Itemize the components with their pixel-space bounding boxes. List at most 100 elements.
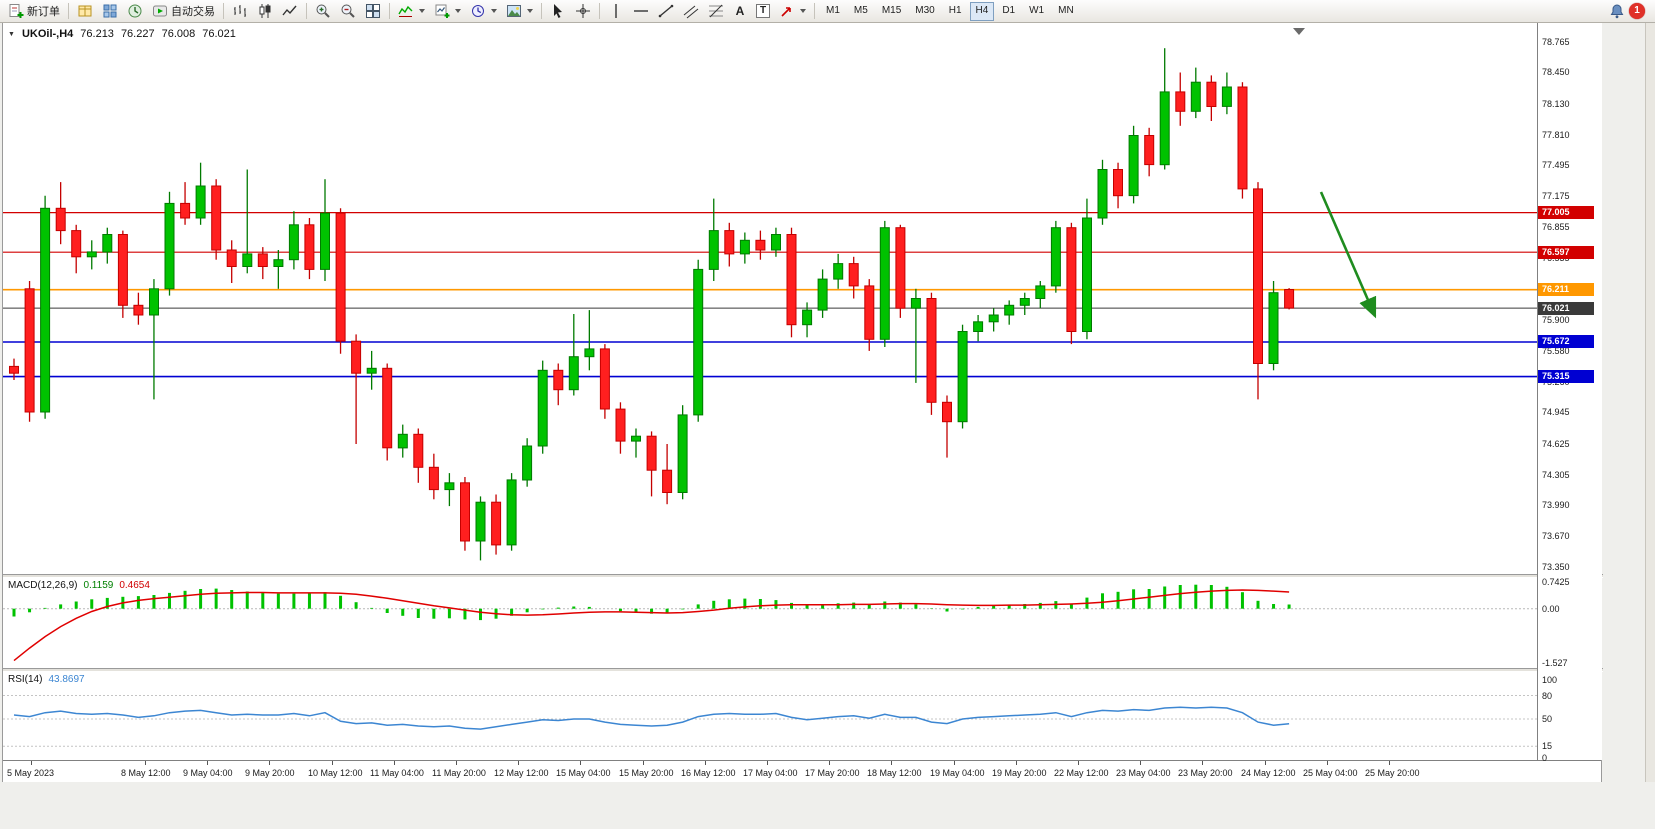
notifications-button[interactable] [1609,3,1625,19]
timeframe-button-M1[interactable]: M1 [826,4,840,16]
rsi-chart[interactable] [3,672,1537,760]
time-axis-tick [829,761,830,765]
time-axis-label: 19 May 20:00 [992,768,1047,778]
vertical-line-icon [615,4,617,18]
market-watch-button[interactable] [73,0,97,22]
channel-icon [683,5,699,19]
candlestick-chart[interactable] [3,23,1537,574]
terminal-button[interactable] [123,0,147,22]
fibonacci-tool-button[interactable] [704,0,728,22]
macd-label-row: MACD(12,26,9) 0.1159 0.4654 [8,580,150,591]
time-axis-label: 15 May 04:00 [556,768,611,778]
macd-chart[interactable] [3,578,1537,668]
new-chart-button[interactable] [430,0,465,22]
periods-button[interactable] [466,0,501,22]
panel-divider[interactable] [3,668,1603,672]
notification-badge[interactable]: 1 [1629,3,1645,19]
timeframe-button-MN[interactable]: MN [1058,4,1074,16]
time-axis-tick [1389,761,1390,765]
one-click-trading-expand-icon[interactable]: ▼ [8,30,15,38]
chevron-down-icon [455,9,461,13]
price-tick-label: 73.670 [1542,531,1570,541]
time-axis[interactable]: 5 May 2023 8 May 12:00 9 May 04:00 9 May 20… [3,760,1601,782]
fibonacci-icon [709,4,723,18]
time-axis-label: 12 May 12:00 [494,768,549,778]
horizontal-line-tool-button[interactable] [629,0,653,22]
market-watch-icon [78,5,92,17]
rsi-panel[interactable]: RSI(14) 43.8697 [3,672,1537,760]
channel-tool-button[interactable] [679,0,703,22]
chart-title: ▼ UKOil-,H4 76.213 76.227 76.008 76.021 [8,28,236,40]
timeframe-button-W1[interactable]: W1 [1029,4,1045,16]
time-axis-tick [767,761,768,765]
text-tool-button[interactable]: A [729,0,751,22]
price-tick-label: 75.900 [1542,315,1570,325]
trendline-tool-button[interactable] [654,0,678,22]
navigator-button[interactable] [98,0,122,22]
bar-chart-mode-button[interactable] [228,0,252,22]
rsi-value: 43.8697 [48,674,85,685]
crosshair-tool-button[interactable] [571,0,595,22]
time-axis-tick [1140,761,1141,765]
zoom-in-button[interactable] [311,0,335,22]
crosshair-icon [576,4,590,18]
separator [389,3,390,19]
notification-icon [1610,4,1624,19]
cursor-tool-button[interactable] [546,0,570,22]
indicators-button[interactable] [394,0,429,22]
navigator-icon [103,4,117,18]
price-level-tag: 75.315 [1538,370,1594,383]
new-order-button[interactable]: 新订单 [4,0,64,22]
timeframe-button-D1[interactable]: D1 [1002,4,1016,16]
macd-main-value: 0.1159 [83,580,114,591]
price-level-tag: 76.211 [1538,283,1594,296]
price-level-tag: 77.005 [1538,206,1594,219]
zoom-out-button[interactable] [336,0,360,22]
chart-low-value: 76.008 [161,28,196,40]
templates-button[interactable] [502,0,537,22]
time-axis-label: 11 May 04:00 [370,768,424,778]
time-axis-tick [394,761,395,765]
main-chart-panel[interactable]: ▼ UKOil-,H4 76.213 76.227 76.008 76.021 [3,23,1537,574]
autotrading-button[interactable]: 自动交易 [148,0,219,22]
time-axis-label: 5 May 2023 [7,768,55,778]
timeframe-button-H1[interactable]: H1 [948,4,962,16]
time-axis-label: 25 May 20:00 [1365,768,1420,778]
separator [68,3,69,19]
macd-label: MACD(12,26,9) [8,580,78,591]
label-tool-icon: T [756,4,770,18]
time-axis-label: 19 May 04:00 [930,768,985,778]
rsi-tick-label: 15 [1542,741,1553,751]
text-tool-icon: A [735,4,745,18]
new-chart-icon [435,4,450,18]
chart-window: ▼ UKOil-,H4 76.213 76.227 76.008 76.021 … [2,23,1603,782]
time-axis-tick [1016,761,1017,765]
timeframe-button-M30[interactable]: M30 [915,4,935,16]
time-axis-tick [1265,761,1266,765]
timeframe-button-M15[interactable]: M15 [881,4,902,16]
line-chart-mode-button[interactable] [278,0,302,22]
tile-windows-button[interactable] [361,0,385,22]
label-tool-button[interactable]: T [752,0,774,22]
price-axis[interactable]: 78.765 78.450 78.130 77.810 77.495 77.175 76.8… [1537,23,1602,763]
horizontal-line-icon [634,10,648,12]
trendline-icon [658,4,674,18]
chevron-down-icon [419,9,425,13]
candlestick-icon [259,4,271,18]
new-order-icon [9,4,24,18]
indicators-icon [398,5,413,17]
periods-icon [472,5,484,17]
toolbar: 新订单 [0,0,1655,23]
timeframe-button-H4[interactable]: H4 [969,1,995,21]
price-tick-label: 74.625 [1542,439,1570,449]
macd-panel[interactable]: MACD(12,26,9) 0.1159 0.4654 [3,578,1537,668]
timeframe-button-M5[interactable]: M5 [853,4,868,16]
price-level-tag: 75.672 [1538,335,1594,348]
terminal-icon [128,4,142,18]
arrows-tool-button[interactable] [775,0,810,22]
vertical-line-tool-button[interactable] [604,0,628,22]
candlestick-mode-button[interactable] [253,0,277,22]
panel-divider[interactable] [3,574,1603,578]
time-axis-tick [207,761,208,765]
